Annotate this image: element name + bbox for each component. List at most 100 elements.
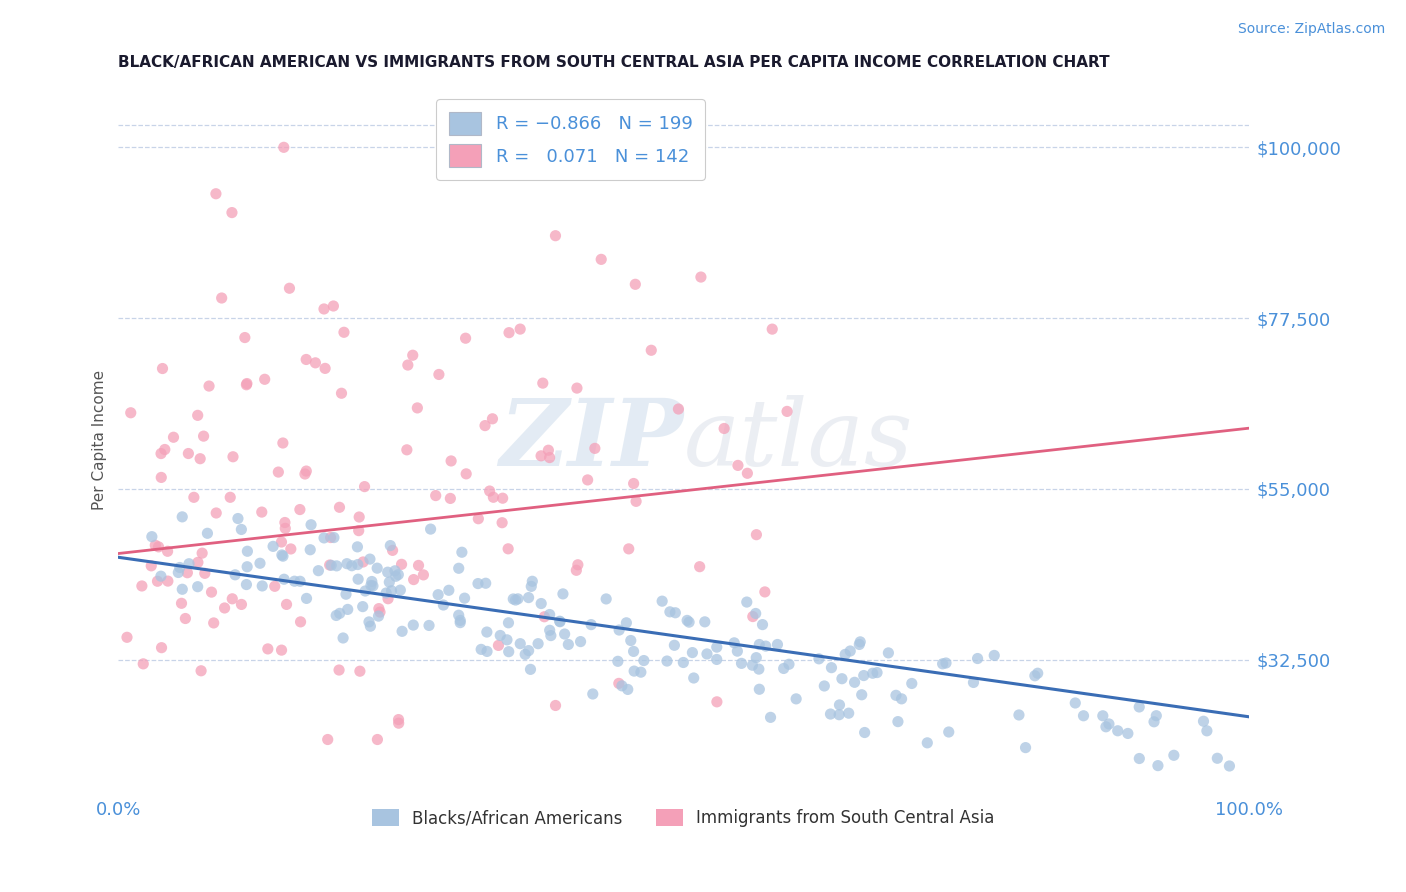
Point	[270, 643, 292, 657]
Point	[377, 591, 399, 606]
Point	[474, 418, 496, 433]
Point	[966, 651, 988, 665]
Point	[447, 561, 470, 575]
Point	[312, 531, 335, 545]
Point	[1026, 666, 1049, 681]
Point	[329, 607, 352, 621]
Point	[233, 330, 256, 344]
Point	[745, 650, 768, 665]
Point	[427, 368, 450, 382]
Point	[156, 574, 179, 588]
Point	[834, 648, 856, 662]
Point	[252, 579, 274, 593]
Point	[658, 605, 681, 619]
Point	[935, 656, 957, 670]
Point	[169, 560, 191, 574]
Point	[115, 630, 138, 644]
Point	[931, 657, 953, 671]
Point	[193, 429, 215, 443]
Point	[1144, 708, 1167, 723]
Point	[862, 666, 884, 681]
Point	[402, 348, 425, 362]
Point	[384, 569, 406, 583]
Point	[388, 716, 411, 731]
Point	[267, 465, 290, 479]
Point	[156, 544, 179, 558]
Point	[706, 652, 728, 666]
Point	[496, 541, 519, 556]
Point	[1095, 720, 1118, 734]
Point	[517, 643, 540, 657]
Text: atlas: atlas	[683, 394, 912, 484]
Point	[214, 601, 236, 615]
Point	[1098, 717, 1121, 731]
Point	[491, 516, 513, 530]
Point	[540, 629, 562, 643]
Point	[623, 664, 645, 678]
Point	[509, 322, 531, 336]
Point	[517, 591, 540, 605]
Point	[295, 591, 318, 606]
Point	[274, 521, 297, 535]
Point	[689, 559, 711, 574]
Point	[205, 186, 228, 201]
Point	[319, 531, 342, 545]
Point	[274, 516, 297, 530]
Point	[391, 624, 413, 639]
Point	[681, 646, 703, 660]
Point	[271, 549, 294, 564]
Point	[579, 617, 602, 632]
Point	[183, 491, 205, 505]
Point	[489, 628, 512, 642]
Point	[360, 574, 382, 589]
Point	[368, 605, 391, 619]
Point	[544, 698, 567, 713]
Point	[366, 561, 388, 575]
Point	[583, 442, 606, 456]
Point	[1024, 669, 1046, 683]
Point	[307, 564, 329, 578]
Point	[263, 579, 285, 593]
Point	[492, 491, 515, 506]
Point	[748, 638, 770, 652]
Point	[610, 679, 633, 693]
Point	[866, 665, 889, 680]
Point	[607, 676, 630, 690]
Point	[332, 631, 354, 645]
Point	[505, 593, 527, 607]
Point	[288, 502, 311, 516]
Point	[617, 541, 640, 556]
Point	[678, 615, 700, 629]
Point	[761, 322, 783, 336]
Point	[725, 644, 748, 658]
Point	[551, 587, 574, 601]
Point	[150, 640, 173, 655]
Point	[537, 443, 560, 458]
Point	[745, 527, 768, 541]
Point	[188, 451, 211, 466]
Point	[1116, 726, 1139, 740]
Point	[1147, 758, 1170, 772]
Point	[427, 588, 450, 602]
Point	[496, 632, 519, 647]
Point	[141, 558, 163, 573]
Point	[361, 579, 384, 593]
Point	[849, 635, 872, 649]
Point	[682, 671, 704, 685]
Point	[387, 713, 409, 727]
Point	[150, 470, 173, 484]
Point	[167, 566, 190, 580]
Point	[336, 557, 359, 571]
Point	[900, 676, 922, 690]
Point	[776, 404, 799, 418]
Point	[744, 607, 766, 621]
Point	[176, 566, 198, 580]
Point	[616, 682, 638, 697]
Point	[187, 555, 209, 569]
Point	[391, 558, 413, 572]
Point	[437, 583, 460, 598]
Point	[591, 252, 613, 267]
Point	[131, 579, 153, 593]
Point	[375, 586, 398, 600]
Point	[672, 656, 695, 670]
